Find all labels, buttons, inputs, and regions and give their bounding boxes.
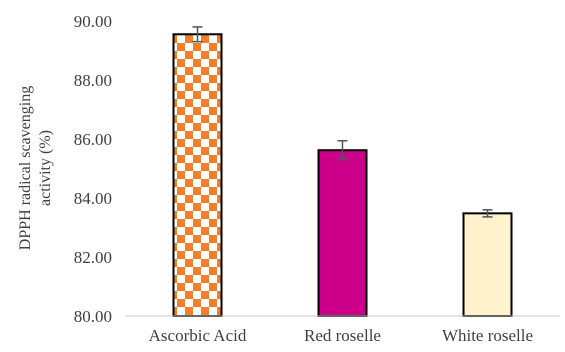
y-axis-title-line1: DPPH radical scavenging bbox=[17, 86, 34, 250]
y-axis-title-line2: activity (%) bbox=[37, 130, 54, 206]
error-bars bbox=[192, 26, 493, 218]
bar-white-roselle bbox=[462, 212, 513, 317]
y-tick-label: 80.00 bbox=[74, 307, 112, 326]
bars bbox=[172, 33, 513, 318]
y-tick-label: 90.00 bbox=[74, 12, 112, 31]
y-tick-label: 82.00 bbox=[74, 248, 112, 267]
category-labels: Ascorbic Acid Red roselle White roselle bbox=[149, 326, 533, 345]
bar-red-roselle bbox=[317, 149, 368, 317]
category-label: Red roselle bbox=[304, 326, 381, 345]
bar-ascorbic-acid bbox=[172, 33, 223, 318]
y-tick-label: 88.00 bbox=[74, 71, 112, 90]
y-axis-ticks: 80.00 82.00 84.00 86.00 88.00 90.00 bbox=[74, 12, 112, 326]
category-label: Ascorbic Acid bbox=[149, 326, 247, 345]
y-tick-label: 86.00 bbox=[74, 130, 112, 149]
category-label: White roselle bbox=[442, 326, 533, 345]
y-axis-title: DPPH radical scavenging activity (%) bbox=[17, 86, 54, 250]
y-tick-label: 84.00 bbox=[74, 189, 112, 208]
